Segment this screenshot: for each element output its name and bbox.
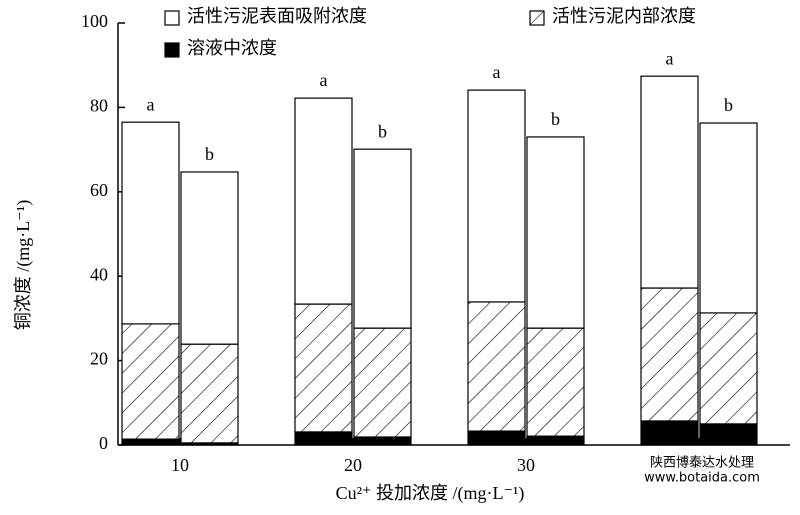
bar-label: a bbox=[320, 70, 328, 90]
bar-label: b bbox=[205, 144, 214, 164]
bar-segment bbox=[294, 303, 353, 433]
bar-label: b bbox=[378, 121, 387, 141]
watermark: www.botaida.com bbox=[644, 471, 760, 486]
y-tick-label: 60 bbox=[90, 180, 108, 200]
bar-segment bbox=[121, 323, 180, 440]
y-tick-label: 80 bbox=[90, 96, 108, 116]
legend-swatch bbox=[164, 10, 180, 26]
bar-segment bbox=[294, 431, 353, 446]
watermark: 陕西博泰达水处理 bbox=[650, 456, 754, 471]
bar-segment bbox=[526, 327, 585, 437]
bar-segment bbox=[353, 148, 412, 329]
bar-segment bbox=[640, 287, 699, 422]
bar-segment bbox=[180, 171, 239, 345]
x-tick-label: 20 bbox=[344, 455, 362, 475]
bar-segment bbox=[467, 301, 526, 432]
bar-label: b bbox=[724, 95, 733, 115]
x-tick-label: 30 bbox=[517, 455, 535, 475]
bar-segment bbox=[353, 327, 412, 438]
bar-segment bbox=[699, 122, 758, 314]
bar-segment bbox=[526, 136, 585, 329]
watermark-box bbox=[648, 453, 756, 487]
legend-label: 活性污泥内部浓度 bbox=[552, 6, 696, 26]
bar-segment bbox=[121, 121, 180, 325]
bar-segment bbox=[180, 343, 239, 444]
x-tick-label: 10 bbox=[171, 455, 189, 475]
bar-segment bbox=[699, 423, 758, 446]
bar-label: a bbox=[666, 48, 674, 68]
y-tick-label: 0 bbox=[99, 433, 108, 453]
y-tick-label: 20 bbox=[90, 349, 108, 369]
legend-swatch bbox=[529, 10, 545, 26]
y-tick-label: 40 bbox=[90, 264, 108, 284]
bar-label: a bbox=[147, 94, 155, 114]
y-axis-label: 铜浓度 /(mg·L⁻¹) bbox=[13, 200, 34, 330]
legend-label: 溶液中浓度 bbox=[187, 38, 277, 58]
bar-segment bbox=[640, 420, 699, 446]
x-axis-label: Cu²⁺ 投加浓度 /(mg·L⁻¹) bbox=[336, 483, 525, 504]
bar-segment bbox=[526, 435, 585, 446]
bar-segment bbox=[699, 312, 758, 425]
bar-segment bbox=[294, 97, 353, 305]
y-tick-label: 100 bbox=[81, 11, 108, 31]
bar-segment bbox=[353, 436, 412, 446]
bar-label: b bbox=[551, 109, 560, 129]
bar-segment bbox=[640, 75, 699, 289]
bar-segment bbox=[467, 430, 526, 446]
bar-segment bbox=[467, 89, 526, 303]
legend-swatch bbox=[164, 42, 180, 58]
legend-label: 活性污泥表面吸附浓度 bbox=[187, 6, 367, 26]
bar-segment bbox=[121, 438, 180, 446]
bar-label: a bbox=[493, 62, 501, 82]
